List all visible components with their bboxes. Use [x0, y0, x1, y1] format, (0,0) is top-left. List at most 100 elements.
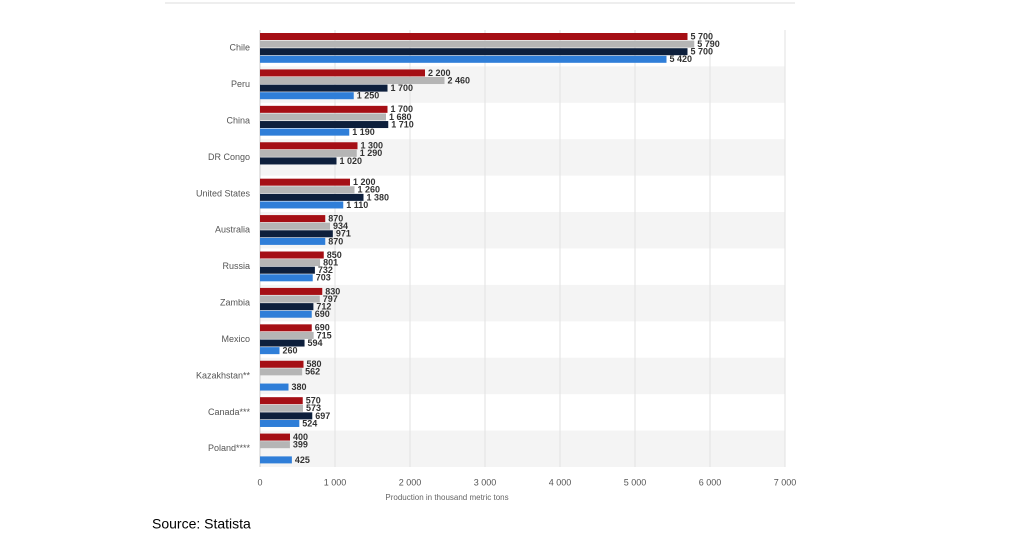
bar	[260, 287, 323, 295]
data-label: 573	[306, 403, 321, 413]
y-tick-label: Poland****	[208, 443, 251, 453]
data-label: 570	[306, 396, 321, 406]
data-label: 1 710	[391, 119, 414, 129]
data-label: 562	[305, 367, 320, 377]
bar	[260, 128, 350, 136]
bar	[260, 441, 290, 449]
data-label: 1 680	[389, 112, 412, 122]
bar	[260, 33, 688, 41]
data-label: 971	[336, 229, 351, 239]
y-tick-label: Zambia	[220, 298, 250, 308]
bar	[260, 142, 358, 150]
bar	[260, 368, 303, 376]
data-label: 380	[292, 382, 307, 392]
x-tick-label: 3 000	[474, 477, 497, 487]
data-label: 797	[323, 294, 338, 304]
data-label: 1 250	[357, 91, 380, 101]
data-label: 524	[302, 418, 317, 428]
data-label: 2 200	[428, 68, 451, 78]
data-label: 1 260	[358, 185, 381, 195]
y-tick-label: Australia	[215, 225, 250, 235]
x-tick-label: 5 000	[624, 477, 647, 487]
data-label: 1 200	[353, 177, 376, 187]
bar	[260, 105, 388, 113]
data-label: 1 290	[360, 148, 383, 158]
data-label: 2 460	[448, 75, 471, 85]
bar	[260, 339, 305, 347]
bar	[260, 77, 445, 85]
data-label: 870	[328, 236, 343, 246]
data-label: 697	[315, 411, 330, 421]
x-tick-label: 2 000	[399, 477, 422, 487]
bar	[260, 419, 300, 427]
data-label: 801	[323, 257, 338, 267]
data-label: 594	[308, 338, 323, 348]
x-tick-label: 0	[257, 477, 262, 487]
x-tick-label: 6 000	[699, 477, 722, 487]
bar	[260, 40, 695, 48]
bar	[260, 404, 303, 412]
bar	[260, 201, 344, 209]
data-label: 690	[315, 323, 330, 333]
data-label: 703	[316, 273, 331, 283]
bar	[260, 186, 355, 194]
bar	[260, 324, 312, 332]
data-label: 425	[295, 455, 310, 465]
bar	[260, 383, 289, 391]
y-tick-label: Mexico	[221, 334, 250, 344]
bar	[260, 251, 324, 259]
data-label: 830	[325, 286, 340, 296]
bar	[260, 456, 292, 464]
bar	[260, 331, 314, 339]
x-tick-label: 1 000	[324, 477, 347, 487]
data-label: 580	[307, 359, 322, 369]
data-label: 712	[316, 302, 331, 312]
y-tick-label: Russia	[222, 261, 250, 271]
bar	[260, 178, 350, 186]
bar	[260, 266, 315, 274]
data-label: 1 190	[352, 127, 375, 137]
data-label: 1 700	[391, 83, 414, 93]
bar	[260, 222, 331, 230]
bar	[260, 92, 354, 100]
bar	[260, 303, 314, 311]
y-tick-label: Chile	[229, 43, 250, 53]
bar	[260, 360, 304, 368]
y-tick-label: Kazakhstan**	[196, 370, 251, 380]
row-stripe	[260, 284, 785, 322]
data-label: 1 300	[361, 141, 384, 151]
bar	[260, 295, 320, 303]
bar	[260, 230, 333, 238]
x-tick-label: 4 000	[549, 477, 572, 487]
bar	[260, 310, 312, 318]
bar	[260, 121, 389, 129]
data-label: 5 790	[697, 39, 720, 49]
data-label: 1 700	[391, 104, 414, 114]
data-label: 1 380	[367, 192, 390, 202]
row-stripe	[260, 430, 785, 467]
data-label: 732	[318, 265, 333, 275]
bar	[260, 412, 313, 420]
bar	[260, 149, 357, 157]
bar	[260, 84, 388, 92]
y-tick-label: DR Congo	[208, 152, 250, 162]
bar	[260, 237, 326, 245]
bar	[260, 347, 280, 355]
row-stripe	[260, 357, 785, 395]
bar	[260, 215, 326, 223]
data-label: 1 110	[346, 200, 368, 210]
data-label: 400	[293, 432, 308, 442]
data-label: 1 020	[340, 156, 363, 166]
bar	[260, 113, 386, 121]
x-tick-label: 7 000	[774, 477, 797, 487]
data-label: 870	[328, 213, 343, 223]
bar	[260, 69, 425, 77]
data-label: 690	[315, 309, 330, 319]
data-label: 934	[333, 221, 348, 231]
bar	[260, 274, 313, 282]
y-tick-label: United States	[196, 188, 251, 198]
bar	[260, 193, 364, 201]
row-stripe	[260, 212, 785, 249]
data-label: 5 700	[691, 31, 714, 41]
y-tick-label: Canada***	[208, 407, 251, 417]
